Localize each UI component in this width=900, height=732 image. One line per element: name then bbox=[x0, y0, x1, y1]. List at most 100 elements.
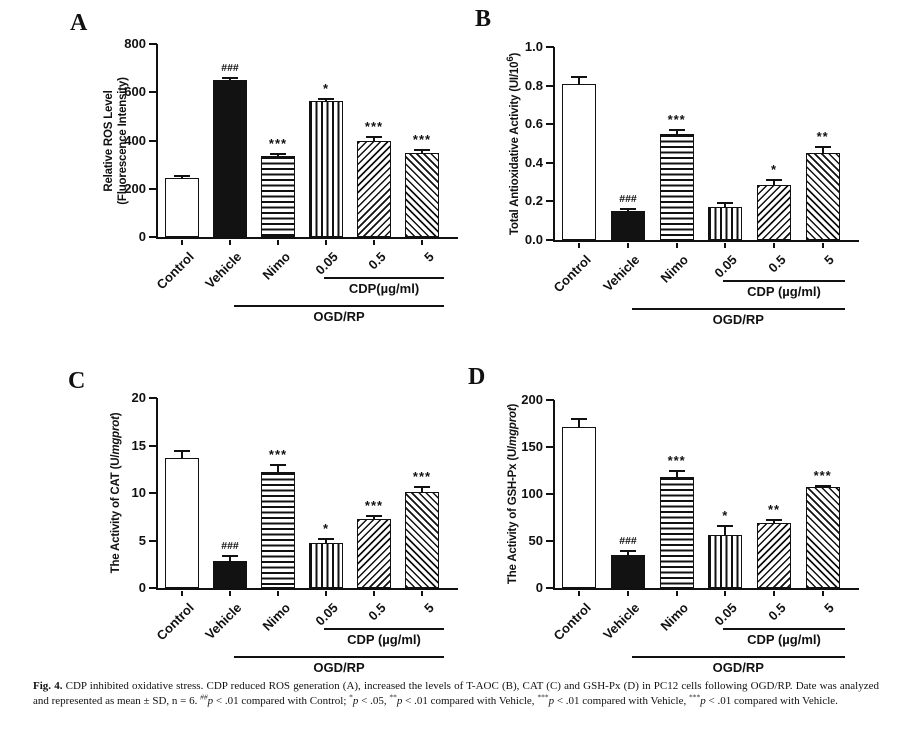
significance-annotation: *** bbox=[412, 132, 432, 148]
bar-0.5 bbox=[757, 523, 791, 588]
panel-d: D 0 50 100 150 200 The Activity of GSH-Px (U/… bbox=[463, 360, 897, 678]
error-bar-cap bbox=[366, 515, 382, 518]
y-tick bbox=[546, 123, 554, 126]
x-tick bbox=[229, 591, 231, 596]
y-axis-label: Total Antioxidative Activity (UI/106) bbox=[505, 52, 521, 235]
x-tick bbox=[578, 243, 581, 248]
y-axis-label: The Activity of CAT (U/mgprot) bbox=[110, 412, 122, 574]
y-tick bbox=[546, 239, 554, 241]
error-bar bbox=[627, 208, 629, 212]
error-bar bbox=[277, 154, 279, 157]
y-tick-label: 150 bbox=[521, 439, 543, 454]
x-tick bbox=[421, 591, 423, 596]
panel-label-b: B bbox=[475, 6, 492, 32]
panel-label-c: C bbox=[68, 368, 86, 394]
plot-area-c: 0 5 10 15 20 The Activity of CAT (U/mgprot) Co… bbox=[60, 360, 462, 678]
y-tick bbox=[546, 493, 554, 495]
y-tick-label: 20 bbox=[131, 390, 146, 405]
y-tick bbox=[149, 444, 157, 447]
error-bar-cap bbox=[814, 145, 831, 148]
x-tick bbox=[181, 240, 183, 245]
error-bar bbox=[627, 551, 629, 556]
error-bar bbox=[724, 525, 727, 536]
y-axis-label: The Activity of GSH-Px (U/mgprot) bbox=[507, 403, 519, 585]
y-tick-label: 15 bbox=[131, 437, 146, 453]
bar-vehicle bbox=[213, 79, 247, 237]
significance-annotation: *** bbox=[412, 468, 432, 484]
bar-vehicle bbox=[611, 555, 645, 588]
error-bar-cap bbox=[318, 537, 334, 540]
y-tick-label: 600 bbox=[124, 84, 146, 100]
y-tick-label: 0.2 bbox=[524, 193, 543, 209]
x-tick bbox=[181, 591, 183, 596]
significance-annotation: *** bbox=[364, 498, 384, 514]
y-tick bbox=[149, 539, 157, 542]
y-axis bbox=[156, 44, 158, 239]
bar-control bbox=[562, 83, 597, 240]
bar-0.5 bbox=[357, 141, 391, 237]
significance-annotation: * bbox=[770, 161, 778, 177]
error-bar-cap bbox=[270, 153, 286, 155]
error-bar bbox=[724, 202, 727, 208]
significance-annotation: ### bbox=[619, 192, 637, 205]
y-axis-label: Relative ROS Level (Fluorescence Intensit… bbox=[103, 76, 129, 205]
y-tick-label: 10 bbox=[131, 485, 146, 500]
error-bar bbox=[773, 520, 775, 524]
bar-5 bbox=[405, 152, 439, 237]
error-bar bbox=[277, 465, 279, 473]
error-bar-cap bbox=[366, 135, 382, 138]
y-tick-label: 200 bbox=[521, 392, 543, 407]
x-tick bbox=[627, 243, 629, 248]
group-line-label: OGD/RP bbox=[712, 312, 764, 327]
y-tick bbox=[546, 446, 554, 448]
bar-nimo bbox=[659, 477, 694, 588]
y-tick bbox=[149, 587, 157, 589]
x-tick bbox=[229, 240, 231, 245]
bar-control bbox=[562, 427, 597, 588]
bar-control bbox=[165, 457, 199, 588]
error-bar-cap bbox=[717, 524, 734, 527]
bar-0.05 bbox=[309, 101, 343, 237]
error-bar bbox=[325, 538, 327, 544]
y-tick-label: 50 bbox=[528, 533, 543, 548]
x-axis bbox=[553, 240, 859, 242]
y-tick-label: 0.8 bbox=[524, 77, 543, 93]
error-bar-cap bbox=[318, 97, 334, 100]
error-bar-cap bbox=[668, 129, 685, 132]
error-bar-cap bbox=[620, 207, 636, 210]
bar-5 bbox=[405, 492, 439, 588]
group-line-label: OGD/RP bbox=[313, 309, 365, 324]
error-bar bbox=[373, 136, 375, 142]
x-tick bbox=[773, 243, 775, 248]
y-tick-label: 0.6 bbox=[524, 116, 543, 132]
y-tick-label: 1.0 bbox=[524, 39, 543, 54]
x-tick bbox=[277, 240, 279, 245]
error-bar bbox=[325, 98, 327, 102]
y-tick-label: 200 bbox=[124, 180, 146, 196]
x-tick bbox=[724, 243, 727, 248]
bar-nimo bbox=[261, 472, 295, 588]
y-tick bbox=[149, 43, 157, 45]
significance-annotation: *** bbox=[813, 467, 832, 483]
y-tick bbox=[546, 540, 554, 542]
significance-annotation: * bbox=[722, 507, 729, 523]
error-bar-cap bbox=[174, 450, 190, 453]
significance-annotation: *** bbox=[667, 452, 686, 468]
error-bar-cap bbox=[571, 417, 588, 420]
significance-annotation: * bbox=[322, 520, 330, 536]
x-tick bbox=[675, 243, 678, 248]
x-tick bbox=[578, 591, 581, 596]
error-bar-cap bbox=[222, 76, 238, 79]
bar-vehicle bbox=[611, 211, 645, 240]
x-tick bbox=[821, 591, 824, 596]
x-axis bbox=[156, 588, 458, 590]
y-axis bbox=[553, 400, 555, 590]
significance-annotation: *** bbox=[364, 118, 384, 134]
group-line bbox=[723, 280, 845, 282]
figure-caption: Fig. 4. CDP inhibited oxidative stress. … bbox=[33, 680, 879, 707]
y-axis bbox=[156, 398, 158, 590]
error-bar bbox=[773, 179, 775, 185]
panel-label-d: D bbox=[468, 364, 486, 390]
group-line-label: OGD/RP bbox=[313, 660, 365, 675]
